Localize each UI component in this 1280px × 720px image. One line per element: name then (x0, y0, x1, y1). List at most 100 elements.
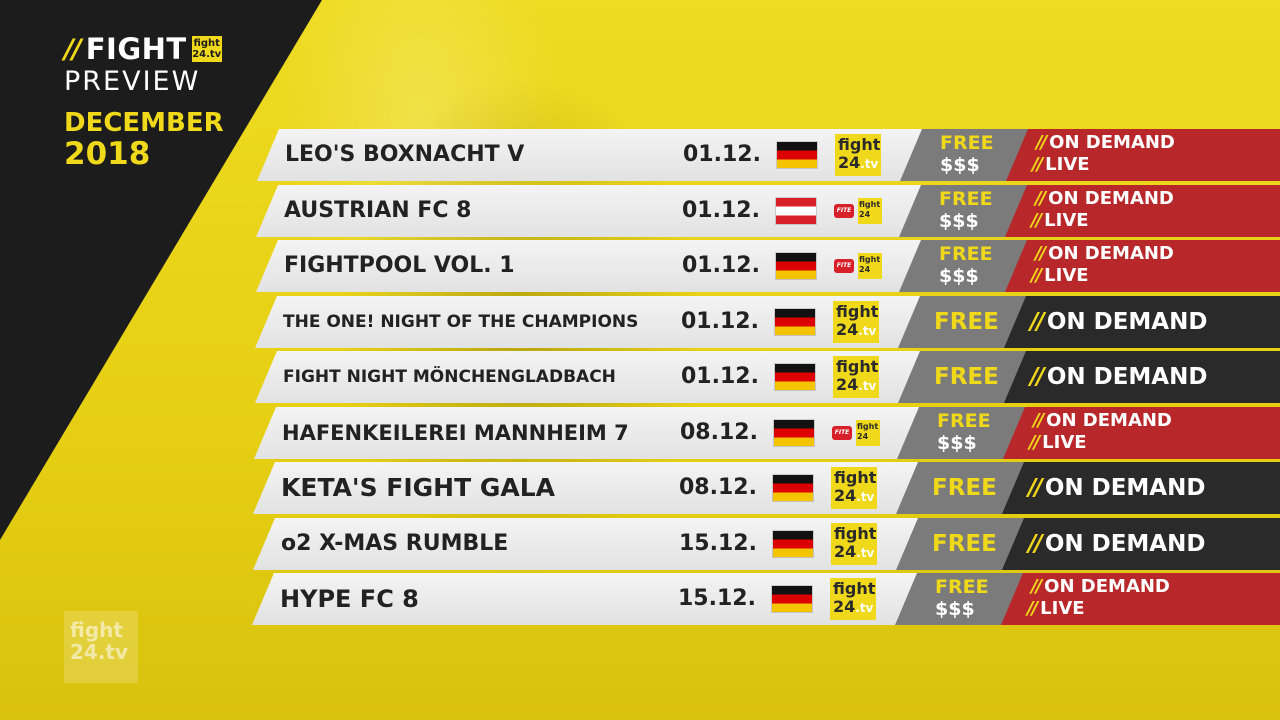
availability-label: LIVE (1045, 154, 1090, 175)
mini-logo-bottom: 24 (859, 265, 871, 274)
event-date: 01.12. (683, 142, 761, 167)
availability-background (1001, 573, 1280, 625)
fite-logo-icon: FITE (834, 204, 854, 218)
brand-logo-bottom: 24.tv (192, 49, 222, 60)
fight24-logo-icon: fight 24.tv (833, 356, 879, 398)
price-paid-label: $$$ (939, 210, 979, 232)
fight24-logo-icon: fight 24.tv (191, 36, 222, 62)
price-free-label: FREE (937, 410, 991, 432)
event-row-background (252, 573, 932, 625)
event-row-background (254, 407, 934, 459)
event-row: FIGHTPOOL VOL. 1 01.12. FITE fight 24 FREE $$$… (0, 240, 1280, 292)
availability-on-demand: //ON DEMAND (1031, 576, 1170, 597)
fight24-logo-icon: fight 24.tv (833, 301, 879, 343)
availability-on-demand: //ON DEMAND (1030, 351, 1207, 403)
mini-logo-top: fight (859, 200, 881, 209)
availability-live: //LIVE (1032, 154, 1090, 175)
brand-year: 2018 (64, 136, 151, 172)
availability-on-demand: //ON DEMAND (1035, 243, 1174, 264)
event-row: THE ONE! NIGHT OF THE CHAMPIONS 01.12. fig… (0, 296, 1280, 348)
logo-text-tv: .tv (860, 157, 879, 171)
fight24-mini-logo-icon: fight 24 (856, 420, 880, 446)
fight24-mini-logo-icon: fight 24 (858, 253, 882, 279)
price-paid-label: $$$ (935, 598, 975, 620)
germany-flag-icon (775, 364, 815, 390)
price-free-label: FREE (939, 243, 993, 265)
event-name: FIGHT NIGHT MÖNCHENGLADBACH (283, 367, 616, 387)
availability-label: ON DEMAND (1048, 243, 1174, 264)
slash-marker: // (1031, 265, 1042, 286)
fite-logo-icon: FITE (832, 426, 852, 440)
price-paid-label: $$$ (937, 432, 977, 454)
availability-live: //LIVE (1027, 598, 1085, 619)
watermark-bottom: 24.tv (70, 640, 129, 664)
logo-text-tv: .tv (855, 601, 874, 615)
germany-flag-icon (772, 586, 812, 612)
logo-text-top: fight (838, 135, 881, 154)
logo-text-number: 24 (836, 320, 859, 339)
logo-text-top: fight (836, 357, 879, 376)
brand-logo-top: fight (193, 38, 220, 49)
event-date: 08.12. (680, 420, 758, 445)
germany-flag-icon (773, 531, 813, 557)
logo-text-number: 24 (834, 486, 857, 505)
slash-marker: // (1036, 132, 1047, 153)
event-name: KETA'S FIGHT GALA (281, 473, 555, 502)
slash-marker: // (1028, 531, 1043, 557)
mini-logo-top: fight (857, 422, 879, 431)
logo-text-top: fight (834, 468, 877, 487)
brand-title: FIGHT (85, 32, 187, 66)
availability-background (1005, 240, 1280, 292)
slash-marker: // (1032, 154, 1043, 175)
mini-logo-bottom: 24 (859, 210, 871, 219)
availability-background (1004, 296, 1280, 348)
slash-marker: // (1031, 576, 1042, 597)
availability-label: LIVE (1044, 210, 1089, 231)
logo-text-number: 24 (836, 375, 859, 394)
slash-marker: // (1031, 210, 1042, 231)
slash-marker: // (1029, 432, 1040, 453)
slash-marker: // (1035, 188, 1046, 209)
event-name: LEO'S BOXNACHT V (285, 142, 525, 167)
price-free-label: FREE (935, 576, 989, 598)
germany-flag-icon (777, 142, 817, 168)
fite-fight24-logo-icon: FITE fight 24 (834, 253, 882, 279)
price-free-label: FREE (939, 188, 993, 210)
availability-live: //LIVE (1029, 432, 1087, 453)
availability-label: LIVE (1042, 432, 1087, 453)
event-date: 01.12. (681, 309, 759, 334)
availability-label: ON DEMAND (1046, 309, 1208, 335)
fite-fight24-logo-icon: FITE fight 24 (832, 420, 880, 446)
austria-flag-icon (776, 198, 816, 224)
germany-flag-icon (775, 309, 815, 335)
event-row-background (256, 185, 936, 237)
availability-label: ON DEMAND (1049, 132, 1175, 153)
slash-marker: // (1030, 364, 1045, 390)
availability-on-demand: //ON DEMAND (1033, 410, 1172, 431)
logo-text-number: 24 (834, 542, 857, 561)
availability-label: ON DEMAND (1048, 188, 1174, 209)
availability-on-demand: //ON DEMAND (1036, 132, 1175, 153)
event-row: FIGHT NIGHT MÖNCHENGLADBACH 01.12. fight 24… (0, 351, 1280, 403)
event-row: AUSTRIAN FC 8 01.12. FITE fight 24 FREE $$$//O… (0, 185, 1280, 237)
fight24-logo-icon: fight 24.tv (830, 578, 876, 620)
availability-background (1005, 185, 1280, 237)
event-row: HYPE FC 8 15.12. fight 24.tv FREE $$$//ON DEM… (0, 573, 1280, 625)
event-name: FIGHTPOOL VOL. 1 (284, 253, 515, 278)
brand-subtitle: PREVIEW (64, 66, 201, 97)
logo-text-top: fight (833, 579, 876, 598)
event-name: THE ONE! NIGHT OF THE CHAMPIONS (283, 312, 639, 332)
event-date: 08.12. (679, 475, 757, 500)
availability-label: ON DEMAND (1044, 475, 1206, 501)
germany-flag-icon (773, 475, 813, 501)
slash-marker: // (1028, 475, 1043, 501)
price-free-label: FREE (940, 132, 994, 154)
event-date: 01.12. (682, 198, 760, 223)
availability-background (1006, 129, 1280, 181)
brand-slashes: // (64, 33, 82, 65)
event-row: o2 X-MAS RUMBLE 15.12. fight 24.tv FREE //ON … (0, 518, 1280, 570)
event-name: o2 X-MAS RUMBLE (281, 531, 509, 556)
availability-live: //LIVE (1031, 210, 1089, 231)
availability-label: ON DEMAND (1046, 364, 1208, 390)
availability-background (1002, 462, 1280, 514)
